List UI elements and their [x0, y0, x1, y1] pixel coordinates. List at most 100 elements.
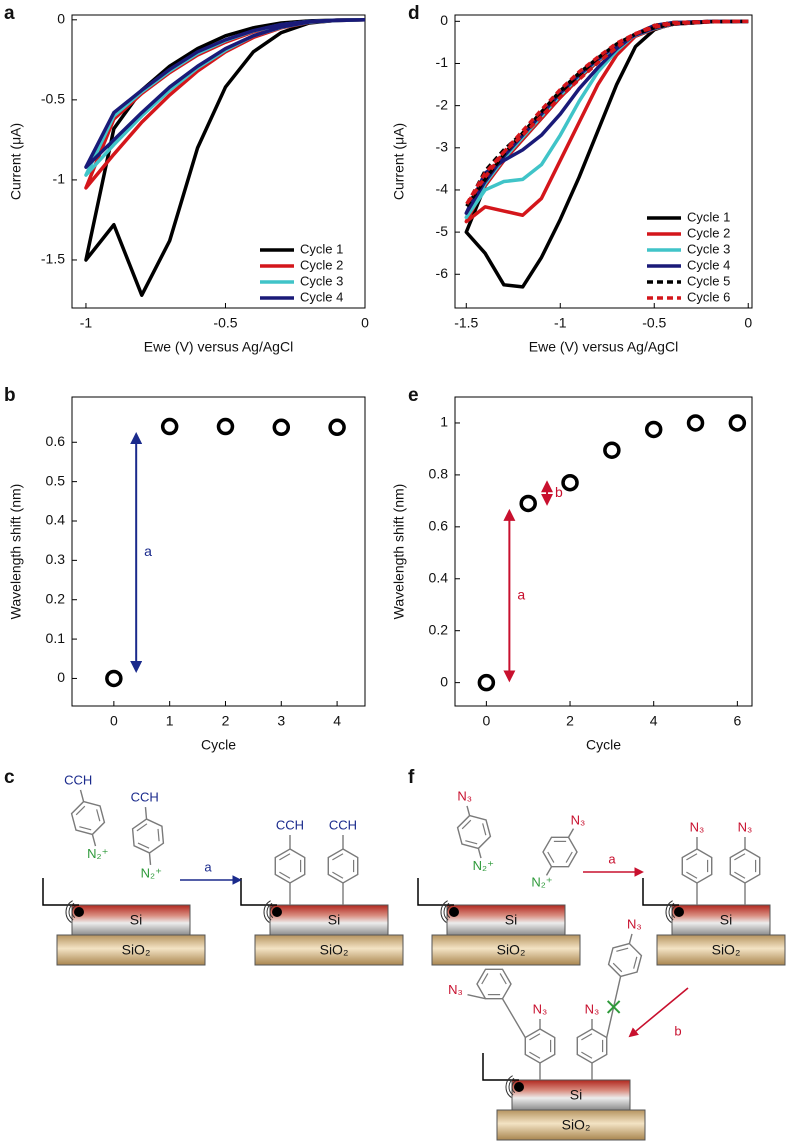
ring-double-bond [96, 809, 101, 822]
y-tick-label: -6 [436, 265, 449, 281]
x-axis-label: Ewe (V) versus Ag/AgCl [529, 339, 678, 355]
si-label: Si [570, 1087, 582, 1103]
si-label: Si [720, 912, 732, 928]
x-axis-label: Ewe (V) versus Ag/AgCl [144, 339, 293, 355]
si-layer [511, 1079, 631, 1111]
group-label: N₃ [738, 819, 753, 834]
light-arc [508, 1077, 515, 1096]
ring-double-bond [612, 962, 623, 973]
x-tick-label: -0.5 [642, 315, 666, 331]
light-arc [671, 905, 676, 919]
light-arc [668, 902, 675, 921]
data-point [728, 414, 747, 432]
sio2-label: SiO₂ [562, 1117, 591, 1133]
sio2-layer [431, 934, 581, 966]
bond [148, 852, 152, 865]
group-label: N₂⁺ [531, 875, 552, 890]
y-axis-label: Wavelength shift (nm) [8, 484, 24, 620]
ring-double-bond [734, 853, 746, 861]
light-arc [446, 905, 451, 919]
legend-label: Cycle 4 [687, 257, 730, 272]
y-axis-label: Current (μA) [8, 123, 24, 200]
group-label: N₃ [448, 982, 463, 997]
reaction-arrow [628, 987, 689, 1038]
arrow-label: a [204, 859, 212, 874]
contact-dot [449, 907, 459, 917]
y-tick-label: 0.6 [46, 433, 66, 449]
ring-double-bond [686, 853, 698, 861]
ring-double-bond [79, 826, 92, 831]
panel-label: a [4, 3, 15, 24]
plot-frame [454, 396, 753, 707]
ring-double-bond [75, 805, 86, 816]
light-arc [511, 1080, 516, 1094]
ring-double-bond [529, 1051, 541, 1059]
data-point [477, 673, 496, 692]
x-tick-label: 0 [482, 713, 490, 729]
sio2-layer [496, 1109, 646, 1141]
y-tick-label: -4 [436, 181, 449, 197]
contact-dot [514, 1082, 524, 1092]
y-tick-label: 1 [440, 414, 448, 430]
x-tick-label: 1 [166, 713, 174, 729]
arrow-label: a [608, 851, 616, 866]
data-point [272, 418, 291, 437]
group-label: N₃ [585, 1001, 600, 1016]
electrode-wire [482, 1053, 519, 1081]
bond [467, 994, 486, 1000]
x-tick-label: -1.5 [454, 315, 478, 331]
light-arc [443, 902, 450, 921]
y-tick-label: 0.2 [46, 590, 66, 606]
y-tick-label: 0 [57, 669, 65, 685]
y-tick-label: -3 [436, 139, 449, 155]
x-tick-label: 2 [566, 713, 574, 729]
ring-double-bond [136, 823, 148, 832]
y-tick-label: 0 [440, 673, 448, 689]
light-arc [505, 1075, 513, 1098]
ring-double-bond [279, 853, 291, 861]
x-tick-label: 4 [650, 713, 658, 729]
panel-label: f [408, 767, 415, 788]
ring-double-bond [581, 1033, 593, 1041]
legend-label: Cycle 2 [300, 257, 343, 272]
y-tick-label: 0 [440, 12, 448, 28]
y-tick-label: 0.3 [46, 551, 66, 567]
ring-double-bond [529, 1033, 541, 1041]
data-point [216, 417, 235, 436]
plot-frame [71, 396, 366, 707]
x-tick-label: 0 [744, 315, 752, 331]
x-tick-label: -0.5 [213, 315, 237, 331]
x-tick-label: 2 [222, 713, 230, 729]
legend-label: Cycle 6 [687, 289, 730, 304]
y-tick-label: -1.5 [41, 251, 65, 267]
si-label: Si [505, 912, 517, 928]
data-point [328, 418, 346, 437]
electrode-wire [417, 878, 454, 906]
x-tick-label: 0 [361, 315, 369, 331]
x-tick-label: 0 [110, 713, 118, 729]
sio2-layer [254, 934, 404, 966]
sio2-label: SiO₂ [712, 942, 741, 958]
data-point [519, 494, 537, 513]
light-arc [665, 900, 673, 923]
bond [466, 805, 471, 816]
si-label: Si [130, 912, 142, 928]
y-tick-label: 0.4 [46, 512, 66, 528]
ring-double-bond [616, 947, 629, 952]
light-arc [68, 902, 75, 921]
bond [79, 789, 85, 802]
group-label: CCH [276, 817, 304, 832]
y-tick-label: 0.4 [429, 569, 449, 585]
light-arc [65, 900, 73, 923]
ring-double-bond [686, 871, 698, 879]
group-label: N₃ [627, 917, 642, 932]
y-tick-label: -5 [436, 223, 449, 239]
group-label: N₃ [533, 1001, 548, 1016]
contact-dot [674, 907, 684, 917]
ring-double-bond [481, 973, 489, 985]
arrow-label: b [555, 484, 563, 500]
bond [545, 866, 553, 876]
bond [628, 933, 633, 944]
group-label: N₃ [457, 789, 472, 804]
